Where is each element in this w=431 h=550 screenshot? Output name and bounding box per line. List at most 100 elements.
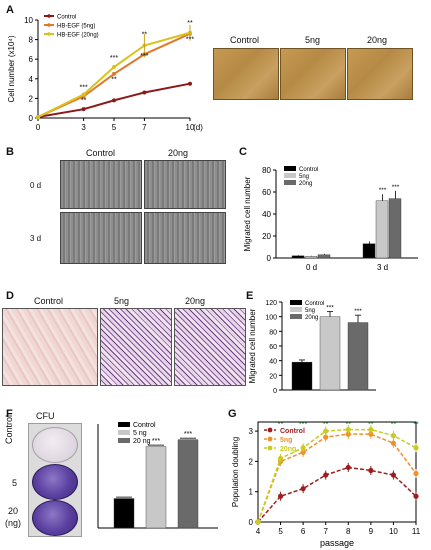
g-significance-mark: **	[346, 422, 352, 429]
c-bar	[388, 198, 402, 259]
c-ytick-label: 80	[262, 166, 271, 175]
a-data-point	[36, 115, 40, 120]
c-ytick-label: 20	[262, 232, 271, 241]
a-ytick-label: 4	[29, 75, 34, 84]
g-legend-marker	[267, 445, 273, 451]
panel-d-col-control: Control	[34, 296, 64, 306]
panel-label-a: A	[6, 4, 14, 16]
c-bar	[362, 243, 376, 259]
panel-f-row-20: 20	[8, 506, 19, 516]
f-legend-label: 20 ng	[133, 438, 151, 445]
a-ytick-label: 10	[24, 16, 33, 25]
panel-label-e: E	[246, 290, 254, 302]
e-bar	[291, 361, 313, 391]
g-xtick-label: 7	[323, 527, 328, 536]
panel-a-col-5ng: 5ng	[305, 35, 321, 45]
e-significance-mark: ***	[326, 305, 334, 312]
a-ylabel: Cell number (x10⁴)	[7, 35, 16, 102]
c-bar	[304, 256, 318, 259]
panel-f-row-control: Control	[4, 414, 14, 444]
c-ytick-label: 60	[262, 188, 271, 197]
panel-f-cfu-chart: Control***5 ng ***20 ng	[97, 422, 218, 529]
f-significance-mark: ***	[184, 431, 192, 438]
e-bar	[319, 316, 341, 391]
f-legend-swatch	[118, 430, 130, 435]
e-ytick-label: 120	[265, 300, 277, 307]
g-legend-marker	[267, 427, 273, 433]
panel-d-image-20ng	[174, 308, 246, 386]
a-ytick-label: 8	[29, 36, 34, 45]
panel-label-g: G	[228, 408, 237, 420]
g-legend-label: Control	[280, 428, 305, 435]
g-significance-mark: **	[413, 422, 419, 429]
panel-a-col-control: Control	[230, 35, 260, 45]
a-xtick-label: 7	[142, 123, 147, 132]
a-significance-mark: **	[81, 97, 87, 104]
g-significance-mark: **	[368, 422, 374, 429]
g-xtick-label: 5	[278, 527, 283, 536]
c-ytick-label: 0	[267, 254, 272, 263]
panel-b-image-control-3d	[60, 212, 142, 264]
panel-e-transwell-chart: 0 20 40 60 80 100 120 Migrated cell number Contr…	[248, 300, 376, 395]
g-significance-mark: ***	[299, 422, 307, 429]
c-ytick-label: 40	[262, 210, 271, 219]
g-ytick-label: 3	[249, 427, 254, 436]
a-data-point	[142, 90, 147, 95]
panel-d-image-control	[2, 308, 98, 386]
g-ytick-label: 1	[249, 488, 254, 497]
panel-f-row-unit: (ng)	[5, 518, 22, 528]
panel-b-row-3d: 3 d	[30, 234, 42, 243]
e-ytick-label: 80	[269, 329, 277, 336]
g-xtick-label: 11	[412, 527, 421, 536]
panel-c-migration-chart: 0 20 40 60 80 Migrated cell number 0 d 3 d *** **…	[243, 166, 418, 272]
a-significance-mark: **	[142, 32, 148, 39]
c-category-label: 3 d	[377, 263, 388, 272]
a-legend-marker	[47, 14, 51, 18]
a-significance-mark: ***	[110, 55, 118, 62]
panel-f-row-5: 5	[12, 478, 18, 488]
panel-label-f: F	[6, 408, 13, 420]
c-bar	[317, 254, 331, 259]
g-significance-mark: **	[391, 422, 397, 429]
g-ytick-label: 0	[249, 518, 254, 527]
g-xtick-label: 6	[301, 527, 306, 536]
panel-b-col-control: Control	[86, 148, 116, 158]
c-legend-label: 20ng	[299, 181, 312, 187]
panel-f-dish-20ng	[32, 500, 78, 536]
g-legend-label: 20ng	[280, 446, 296, 453]
a-significance-mark: ***	[80, 85, 88, 92]
e-legend-swatch	[290, 307, 302, 312]
g-xlabel: passage	[320, 538, 354, 548]
panel-b-row-0d: 0 d	[30, 181, 42, 190]
a-ytick-label: 6	[29, 55, 34, 64]
a-data-point	[81, 107, 86, 112]
panel-f-dish-control	[32, 427, 78, 463]
a-data-point	[112, 98, 116, 103]
g-xtick-label: 8	[346, 527, 351, 536]
f-legend-swatch	[118, 422, 130, 427]
a-significance-mark: ***	[140, 53, 148, 60]
panel-b-image-20ng-3d	[144, 212, 226, 264]
panel-label-d: D	[6, 290, 14, 302]
e-ytick-label: 60	[269, 344, 277, 351]
f-bar	[145, 446, 167, 529]
g-data-point	[255, 519, 261, 525]
e-ytick-label: 0	[273, 388, 277, 395]
panel-label-c: C	[239, 146, 247, 158]
a-legend-marker	[47, 32, 51, 36]
g-xtick-label: 4	[256, 527, 261, 536]
a-significance-mark: **	[187, 20, 193, 27]
c-legend-label: Control	[299, 167, 318, 173]
c-legend-swatch	[284, 173, 296, 178]
panel-f-dish-5ng	[32, 464, 78, 500]
a-ytick-label: 0	[29, 114, 34, 123]
panel-b-col-20ng: 20ng	[168, 148, 189, 158]
c-legend-swatch	[284, 166, 296, 171]
panel-a-image-20ng	[347, 48, 413, 100]
a-ytick-label: 2	[29, 94, 34, 103]
a-significance-mark: ***	[186, 37, 194, 44]
a-legend-label: HB-EGF (20ng)	[57, 33, 99, 39]
g-series-line	[257, 466, 417, 523]
panel-b-image-control-0d	[60, 160, 142, 209]
a-xtick-label: 5	[112, 123, 117, 132]
